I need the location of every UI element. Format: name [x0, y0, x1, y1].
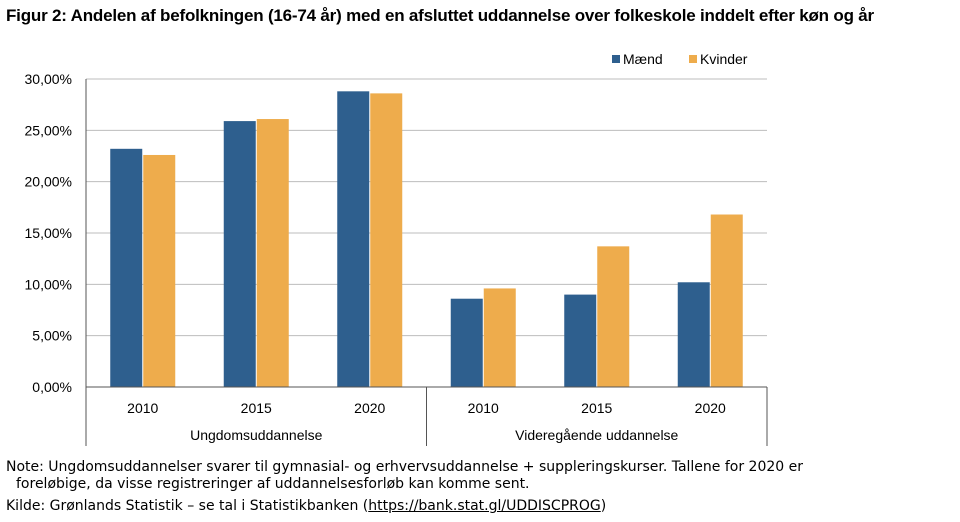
bar-maend — [677, 282, 710, 387]
x-tick-label: 2015 — [241, 400, 272, 416]
y-tick-label: 30,00% — [25, 71, 72, 87]
bar-kvinder — [370, 93, 403, 387]
figure-title: Figur 2: Andelen af befolkningen (16-74 … — [6, 6, 874, 25]
legend: Mænd Kvinder — [612, 51, 748, 67]
x-tick-label: 2020 — [695, 400, 726, 416]
bar-maend — [564, 294, 597, 387]
y-tick-label: 15,00% — [25, 225, 72, 241]
note-line-2: foreløbige, da visse registreringer af u… — [16, 476, 530, 492]
group-label: Videregående uddannelse — [515, 427, 678, 443]
legend-label: Kvinder — [700, 51, 748, 67]
y-tick-label: 20,00% — [25, 174, 72, 190]
x-tick-label: 2010 — [127, 400, 158, 416]
note-line-1: Note: Ungdomsuddannelser svarer til gymn… — [6, 459, 804, 475]
bar-kvinder — [597, 246, 630, 387]
source-prefix: Kilde: Grønlands Statistik – se tal i St… — [6, 498, 369, 514]
y-tick-label: 5,00% — [32, 328, 72, 344]
source-link[interactable]: https://bank.stat.gl/UDDISCPROG — [368, 498, 601, 514]
bar-kvinder — [256, 119, 289, 387]
y-tick-label: 10,00% — [25, 276, 72, 292]
bar-maend — [223, 121, 256, 388]
bar-maend — [337, 91, 370, 387]
legend-swatch — [689, 55, 697, 63]
chart-note: Note: Ungdomsuddannelser svarer til gymn… — [6, 459, 956, 493]
bar-kvinder — [483, 288, 516, 387]
y-axis-tick-labels: 0,00% 5,00% 10,00% 15,00% 20,00% 25,00% 30,00% — [25, 71, 72, 395]
group-label: Ungdomsuddannelse — [190, 427, 323, 443]
x-tick-label: 2015 — [581, 400, 612, 416]
bars — [110, 91, 743, 388]
axes — [85, 79, 768, 446]
x-tick-label: 2020 — [354, 400, 385, 416]
source-line: Kilde: Grønlands Statistik – se tal i St… — [6, 498, 956, 514]
bar-chart: 0,00% 5,00% 10,00% 15,00% 20,00% 25,00% 30,00%… — [25, 51, 768, 446]
bar-maend — [110, 148, 143, 387]
gridlines — [86, 78, 767, 337]
source-suffix: ) — [600, 498, 607, 514]
bar-maend — [450, 298, 483, 387]
x-axis-labels: 2010 2015 2020 Ungdomsuddannelse 2010 2015 202… — [127, 400, 726, 443]
y-tick-label: 25,00% — [25, 122, 72, 138]
bar-kvinder — [710, 214, 743, 387]
bar-kvinder — [143, 154, 176, 387]
y-tick-label: 0,00% — [32, 379, 72, 395]
legend-label: Mænd — [623, 51, 663, 67]
x-tick-label: 2010 — [468, 400, 499, 416]
legend-swatch — [612, 55, 620, 63]
